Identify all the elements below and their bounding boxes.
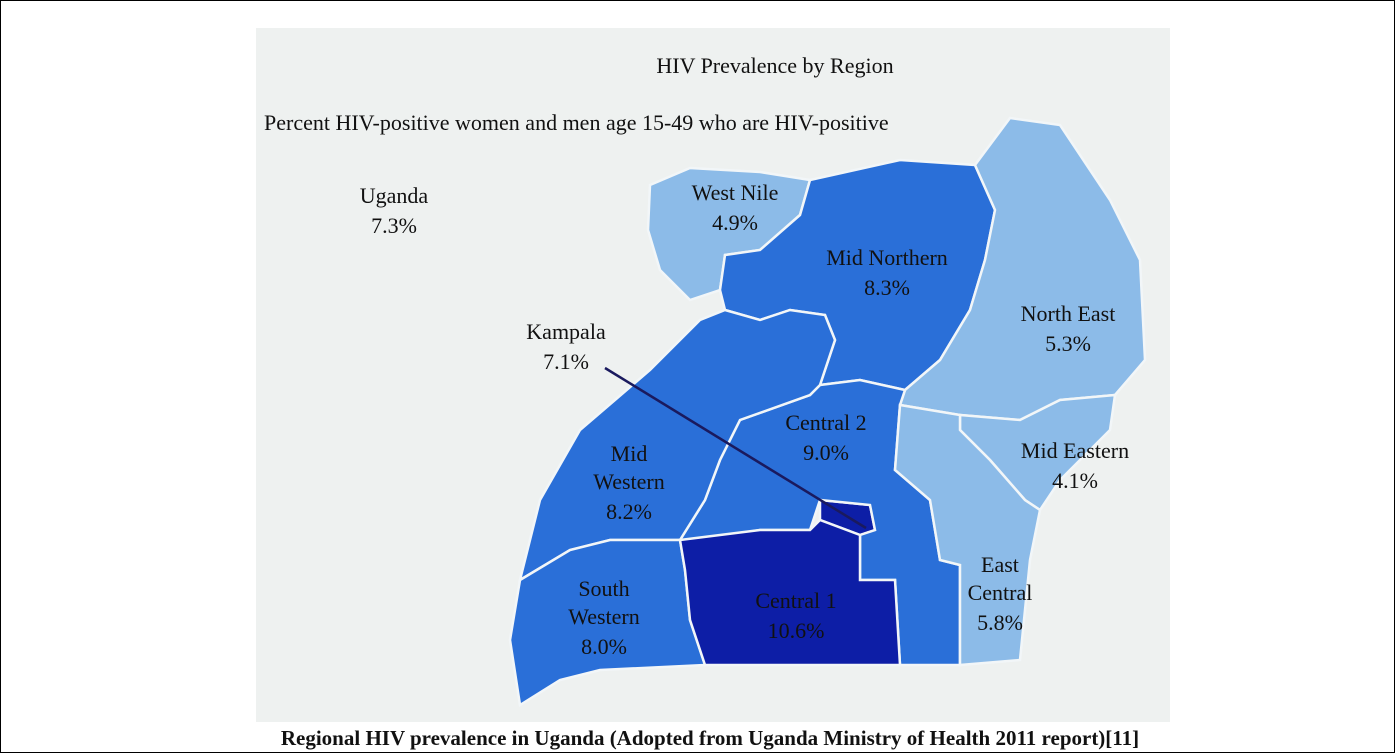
region-value: 8.3% bbox=[864, 275, 910, 300]
region-name: South bbox=[578, 576, 629, 601]
region-value: 5.8% bbox=[977, 610, 1023, 635]
map-title: HIV Prevalence by Region bbox=[656, 53, 893, 78]
national-name: Uganda bbox=[360, 183, 429, 208]
region-name: Central bbox=[968, 580, 1033, 605]
region-value: 5.3% bbox=[1045, 331, 1091, 356]
national-value: 7.3% bbox=[371, 213, 417, 238]
region-name: Mid bbox=[611, 441, 648, 466]
region-name: West Nile bbox=[692, 180, 779, 205]
regions bbox=[508, 116, 1147, 708]
region-value: 8.2% bbox=[606, 499, 652, 524]
region-value: 9.0% bbox=[803, 440, 849, 465]
region-value: 10.6% bbox=[768, 618, 825, 643]
caption: Regional HIV prevalence in Uganda (Adopt… bbox=[281, 726, 1139, 750]
map-subtitle: Percent HIV-positive women and men age 1… bbox=[264, 110, 889, 135]
region-name: Kampala bbox=[526, 319, 606, 344]
region-labels: West Nile 4.9% Mid Northern 8.3% North East 5… bbox=[526, 180, 1129, 659]
kampala-pointer bbox=[604, 366, 867, 530]
region-value: 4.9% bbox=[712, 210, 758, 235]
region-name: Central 1 bbox=[755, 588, 836, 613]
region-name: East bbox=[981, 552, 1019, 577]
region-value: 4.1% bbox=[1052, 468, 1098, 493]
region bbox=[678, 518, 902, 667]
region-name: Mid Eastern bbox=[1021, 438, 1129, 463]
region-name: Mid Northern bbox=[826, 245, 948, 270]
region bbox=[893, 403, 1042, 667]
region-value: 7.1% bbox=[543, 349, 589, 374]
region-name: Western bbox=[568, 604, 640, 629]
region-name: Central 2 bbox=[785, 410, 866, 435]
region bbox=[518, 308, 837, 583]
region-name: North East bbox=[1021, 301, 1116, 326]
region-name: Western bbox=[593, 469, 665, 494]
region-value: 8.0% bbox=[581, 634, 627, 659]
